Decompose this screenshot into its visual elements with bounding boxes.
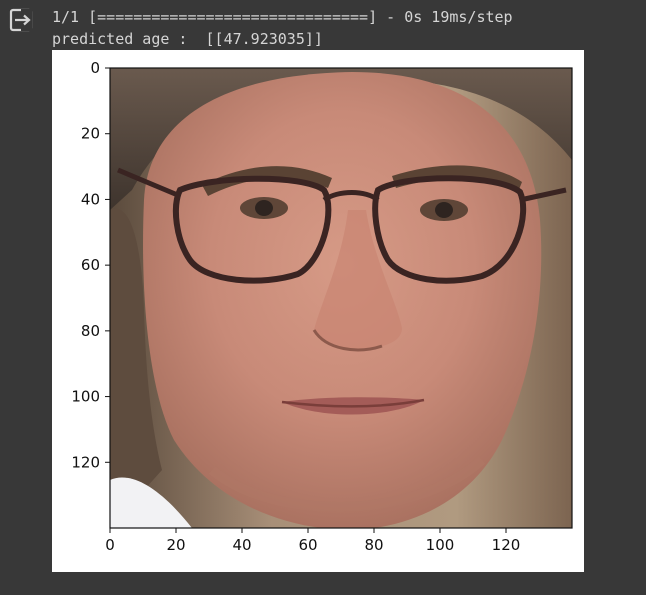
x-tick-label: 100 [426, 536, 455, 554]
y-tick-label: 0 [90, 59, 100, 77]
y-tick-label: 100 [71, 388, 100, 406]
y-tick-label: 20 [81, 125, 100, 143]
y-axis: 0 20 40 60 80 100 120 [71, 59, 110, 471]
output-redirect-icon[interactable] [8, 7, 34, 33]
x-tick-label: 80 [364, 536, 383, 554]
x-axis: 0 20 40 60 80 100 120 [105, 528, 520, 554]
x-tick-label: 40 [232, 536, 251, 554]
x-tick-label: 60 [298, 536, 317, 554]
axes-frame [109, 67, 573, 529]
y-tick-label: 40 [81, 190, 100, 208]
x-tick-label: 120 [492, 536, 521, 554]
x-tick-label: 0 [105, 536, 115, 554]
progress-log-line: 1/1 [==============================] - 0… [52, 8, 513, 26]
x-tick-label: 20 [166, 536, 185, 554]
y-tick-label: 120 [71, 453, 100, 471]
y-tick-label: 60 [81, 256, 100, 274]
image-plot: 0 20 40 60 80 100 120 0 20 40 60 80 100 120 [71, 59, 573, 554]
prediction-output-line: predicted age : [[47.923035]] [52, 30, 323, 48]
y-tick-label: 80 [81, 322, 100, 340]
face-photo [110, 68, 572, 528]
matplotlib-figure: 0 20 40 60 80 100 120 0 20 40 60 80 100 120 [52, 50, 584, 572]
